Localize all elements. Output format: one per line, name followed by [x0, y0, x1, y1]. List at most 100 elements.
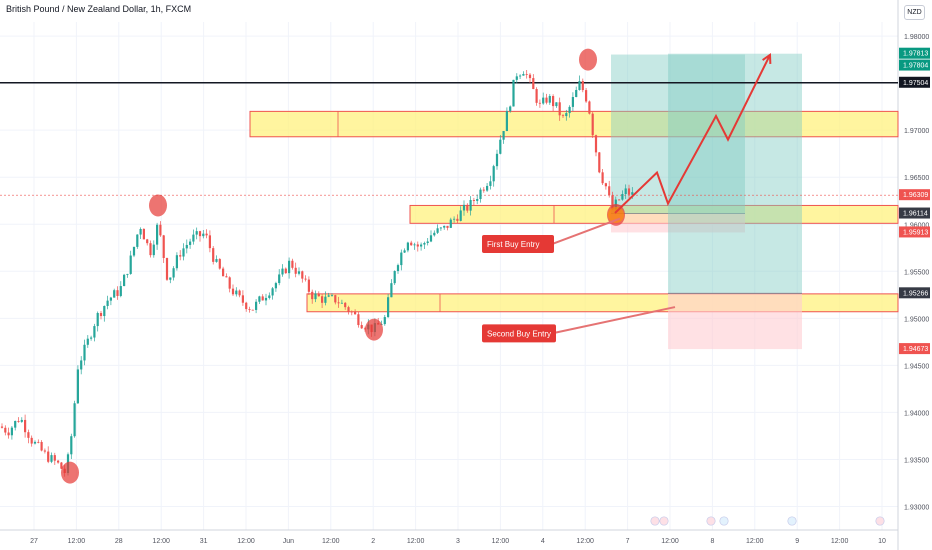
x-tick-label: 9: [795, 538, 799, 545]
candle-body: [558, 102, 561, 116]
candle-body: [416, 244, 419, 247]
candle-body: [288, 260, 291, 274]
candle-body: [396, 265, 400, 272]
candle: [472, 197, 475, 206]
candle: [403, 248, 406, 254]
candle: [215, 255, 218, 263]
candle: [565, 109, 568, 121]
candle: [43, 448, 46, 454]
candle: [93, 323, 96, 342]
candle: [594, 134, 598, 157]
candle: [291, 258, 294, 270]
zone-3: [306, 293, 899, 313]
candle: [278, 269, 281, 286]
candle-body: [608, 186, 611, 196]
candle: [489, 175, 492, 190]
candle-body: [618, 199, 621, 201]
candle-body: [50, 455, 53, 462]
candle-body: [93, 326, 96, 338]
candle-body: [581, 81, 584, 91]
candle-body: [363, 328, 367, 330]
candle-body: [47, 451, 50, 462]
candle-body: [241, 295, 244, 303]
candle: [568, 105, 571, 118]
candle: [492, 164, 495, 187]
candle-body: [535, 89, 538, 103]
candle-body: [30, 437, 33, 444]
candle: [519, 74, 522, 80]
candle: [195, 227, 198, 240]
price-axis-badge: [899, 287, 930, 299]
candle: [307, 276, 310, 296]
candle: [169, 277, 172, 284]
x-tick-label: 4: [541, 538, 545, 545]
candle: [621, 190, 624, 201]
candle-body: [156, 224, 159, 245]
candle-body: [73, 403, 76, 437]
candle: [251, 309, 254, 311]
candle: [218, 258, 221, 270]
candle-body: [426, 241, 429, 243]
y-tick-label: 1.94500: [904, 363, 929, 370]
candle-body: [350, 311, 353, 313]
candle: [462, 200, 466, 216]
candle-body: [182, 248, 185, 257]
x-tick-label: 28: [115, 538, 123, 545]
callout-box-2: [482, 324, 556, 343]
candle-body: [99, 312, 103, 317]
candle-body: [86, 338, 89, 345]
x-tick-label: 12:00: [152, 538, 170, 545]
callout-line-2: [551, 306, 676, 335]
candle: [363, 326, 367, 332]
x-tick-label: 12:00: [576, 538, 594, 545]
candle: [37, 439, 40, 444]
x-tick-label: 12:00: [407, 538, 425, 545]
candle-body: [304, 278, 307, 280]
event-flag-icon: [875, 516, 885, 526]
candle: [347, 305, 350, 315]
candle: [192, 229, 195, 245]
price-axis-badge-label: 1.94673: [903, 346, 928, 353]
candle: [535, 87, 538, 106]
candle: [60, 462, 63, 469]
candle-body: [235, 290, 238, 295]
candle: [360, 321, 363, 329]
candle: [86, 335, 89, 348]
candle-body: [433, 232, 436, 236]
currency-button[interactable]: NZD: [904, 5, 925, 20]
candle-body: [106, 300, 109, 306]
candle-body: [218, 259, 221, 269]
candle: [165, 257, 169, 281]
candle-body: [449, 219, 452, 228]
position-2-target: [668, 53, 802, 294]
candle: [330, 293, 334, 297]
candle: [522, 71, 525, 76]
candle-body: [27, 432, 30, 438]
candle: [33, 440, 37, 445]
candle-body: [565, 113, 568, 117]
candle: [601, 168, 604, 186]
candle: [588, 100, 591, 115]
candle-body: [459, 210, 462, 221]
candle-body: [225, 276, 228, 278]
candle-body: [175, 255, 178, 269]
candle: [142, 228, 145, 240]
candle: [10, 426, 13, 440]
candle: [301, 270, 304, 283]
candle: [317, 291, 320, 297]
candle-body: [4, 427, 7, 433]
candle-body: [90, 337, 93, 339]
candle-body: [486, 185, 489, 191]
candle-body: [284, 268, 287, 274]
candle-body: [568, 106, 571, 114]
candle-body: [136, 234, 139, 247]
candle: [538, 99, 541, 108]
candle-body: [357, 314, 360, 326]
candle-body: [548, 96, 551, 103]
candle: [96, 311, 99, 332]
candle-body: [482, 189, 485, 191]
candle-body: [330, 295, 334, 296]
candle: [255, 299, 258, 314]
